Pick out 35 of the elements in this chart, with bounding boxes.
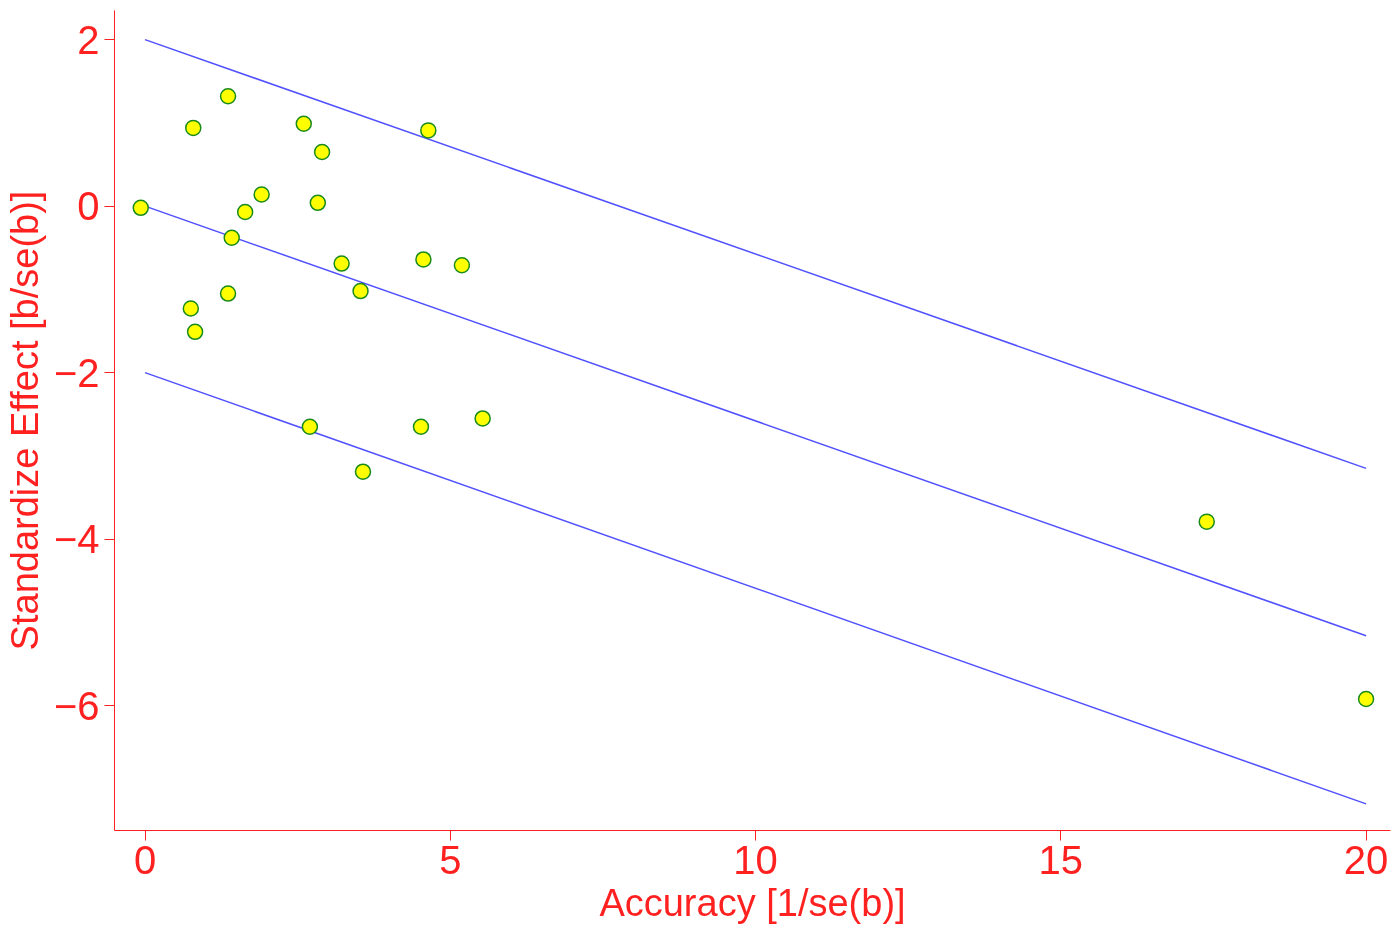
point [301,418,319,435]
point [219,285,237,302]
y-tick-label: −6 [53,683,100,728]
point [253,186,270,203]
point [219,88,237,105]
point [333,255,350,272]
point [474,410,491,427]
point [420,122,437,139]
y-tick-label: −2 [53,350,100,395]
y-tick-label: 2 [77,17,100,62]
x-tick-label: 0 [133,837,157,882]
x-tick-label: 15 [1038,837,1084,882]
x-tick-label: 10 [733,837,778,882]
point [185,119,202,137]
y-tick-label: −4 [53,517,100,562]
x-axis-title: Accuracy [1/se(b)] [599,881,906,924]
point [415,251,432,268]
point [132,199,149,217]
point [182,300,200,317]
point [236,203,254,221]
point [309,194,327,212]
point [295,115,313,132]
y-tick-label: 0 [77,184,100,229]
point [1198,513,1215,530]
point [412,418,430,435]
point [186,323,204,341]
point [1357,690,1375,708]
point [223,229,240,246]
point [313,143,331,161]
point [354,463,372,480]
x-tick-label: 5 [439,837,462,882]
x-tick-label: 20 [1343,837,1389,882]
y-axis-title: Standardize Effect [b/se(b)] [3,190,46,651]
point [453,257,471,274]
point [352,282,369,300]
